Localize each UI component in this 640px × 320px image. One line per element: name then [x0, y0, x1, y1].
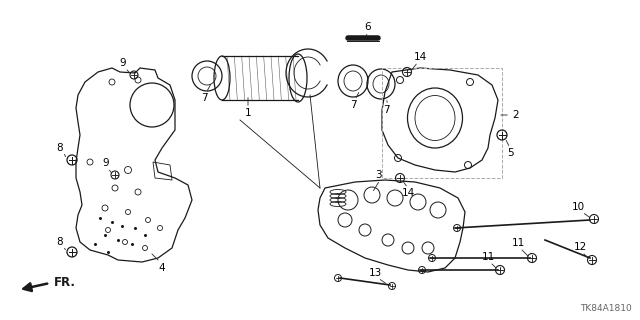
Text: 7: 7 — [383, 105, 389, 115]
Text: 11: 11 — [511, 238, 525, 248]
Text: 14: 14 — [413, 52, 427, 62]
Text: 7: 7 — [349, 100, 356, 110]
Text: 5: 5 — [507, 148, 513, 158]
Text: 13: 13 — [369, 268, 381, 278]
Text: 11: 11 — [481, 252, 495, 262]
Text: 3: 3 — [374, 170, 381, 180]
Text: 14: 14 — [401, 188, 415, 198]
Text: 9: 9 — [102, 158, 109, 168]
Text: FR.: FR. — [54, 276, 76, 290]
Text: 1: 1 — [244, 108, 252, 118]
Text: 2: 2 — [513, 110, 519, 120]
Text: 8: 8 — [57, 237, 63, 247]
Text: 6: 6 — [365, 22, 371, 32]
Text: 8: 8 — [57, 143, 63, 153]
Text: TK84A1810: TK84A1810 — [580, 304, 632, 313]
Text: 9: 9 — [120, 58, 126, 68]
Bar — [382, 68, 502, 178]
Text: 12: 12 — [573, 242, 587, 252]
Text: 7: 7 — [201, 93, 207, 103]
Text: 4: 4 — [159, 263, 165, 273]
Text: 10: 10 — [572, 202, 584, 212]
